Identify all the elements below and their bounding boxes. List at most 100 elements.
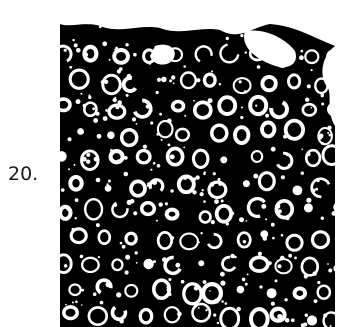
texture-speckle	[280, 234, 284, 237]
texture-speckle	[86, 152, 91, 157]
texture-speckle	[253, 173, 259, 179]
texture-speckle	[203, 172, 206, 176]
texture-speckle	[242, 240, 247, 244]
texture-speckle	[245, 220, 248, 222]
texture-speckle	[99, 25, 102, 29]
texture-dot	[292, 185, 303, 196]
texture-ring	[97, 229, 112, 245]
texture-speckle	[193, 99, 195, 102]
texture-speckle	[220, 271, 225, 277]
texture-speckle	[108, 58, 111, 61]
texture-ring	[80, 149, 100, 171]
texture-speckle	[270, 146, 276, 152]
texture-speckle	[133, 211, 138, 216]
texture-ring	[314, 77, 329, 95]
texture-speckle	[294, 256, 297, 260]
texture-speckle	[246, 273, 249, 276]
texture-speckle	[92, 292, 97, 297]
texture-ring	[198, 210, 212, 224]
texture-speckle	[81, 288, 85, 292]
texture-speckle	[247, 43, 251, 47]
texture-speckle	[133, 52, 137, 57]
texture-arc	[95, 278, 113, 295]
texture-speckle	[310, 69, 313, 72]
texture-speckle	[265, 113, 269, 118]
texture-speckle	[65, 303, 67, 306]
texture-dot	[161, 76, 167, 83]
texture-ring	[60, 253, 73, 275]
texture-speckle	[105, 109, 108, 112]
texture-speckle	[138, 22, 141, 25]
texture-ring	[317, 127, 333, 146]
texture-ring	[274, 258, 293, 275]
texture-speckle	[180, 279, 185, 284]
texture-speckle	[64, 265, 67, 268]
texture-arc	[121, 76, 138, 93]
texture-speckle	[119, 67, 123, 71]
texture-ring	[83, 197, 104, 221]
texture-arc	[133, 98, 153, 119]
texture-speckle	[159, 112, 162, 116]
texture-speckle	[74, 198, 79, 203]
texture-ring	[269, 306, 287, 323]
texture-speckle	[102, 116, 108, 121]
texture-speckle	[160, 139, 163, 141]
texture-speckle	[153, 260, 156, 264]
texture-ring	[82, 44, 99, 63]
texture-speckle	[270, 222, 275, 227]
texture-speckle	[225, 36, 229, 41]
texture-speckle	[216, 321, 220, 325]
texture-speckle	[80, 304, 83, 306]
texture-speckle	[60, 188, 65, 192]
texture-speckle	[203, 200, 206, 203]
texture-speckle	[79, 254, 84, 259]
texture-ring	[135, 148, 152, 165]
texture-ring	[333, 203, 335, 212]
texture-speckle	[116, 292, 122, 298]
texture-speckle	[73, 163, 76, 166]
texture-speckle	[67, 137, 72, 142]
texture-speckle	[76, 48, 81, 53]
texture-ring	[274, 198, 295, 220]
texture-speckle	[195, 175, 200, 180]
texture-ring	[139, 201, 157, 217]
texture-speckle	[164, 202, 168, 206]
texture-ring	[201, 282, 224, 305]
texture-dot	[242, 180, 250, 188]
texture-speckle	[134, 251, 138, 255]
texture-ring	[248, 46, 267, 62]
texture-speckle	[112, 97, 117, 103]
texture-speckle	[170, 189, 174, 193]
texture-ring	[68, 175, 84, 192]
texture-speckle	[155, 219, 158, 222]
texture-ring	[83, 101, 98, 118]
texture-ring	[260, 120, 277, 139]
texture-dot	[77, 128, 84, 135]
texture-speckle	[220, 280, 226, 286]
texture-speckle	[171, 75, 176, 80]
texture-ring	[108, 149, 125, 165]
texture-speckle	[320, 216, 324, 220]
texture-speckle	[156, 164, 161, 168]
texture-ring	[248, 255, 270, 273]
texture-ring	[60, 204, 73, 221]
texture-ring	[156, 120, 174, 139]
texture-speckle	[244, 51, 247, 54]
texture-ring	[214, 204, 233, 224]
texture-speckle	[63, 48, 67, 52]
texture-speckle	[321, 102, 325, 106]
texture-ring	[107, 103, 127, 120]
texture-arc	[148, 178, 165, 192]
texture-speckle	[172, 82, 175, 85]
texture-speckle	[280, 175, 285, 180]
texture-speckle	[290, 318, 295, 323]
texture-ring	[124, 283, 139, 298]
texture-speckle	[169, 79, 173, 83]
texture-ring	[292, 286, 308, 300]
texture-speckle	[129, 199, 135, 204]
texture-speckle	[306, 84, 311, 89]
texture-ring	[174, 127, 191, 142]
texture-ring	[119, 128, 139, 148]
texture-speckle	[265, 218, 268, 221]
texture-speckle	[75, 300, 78, 304]
